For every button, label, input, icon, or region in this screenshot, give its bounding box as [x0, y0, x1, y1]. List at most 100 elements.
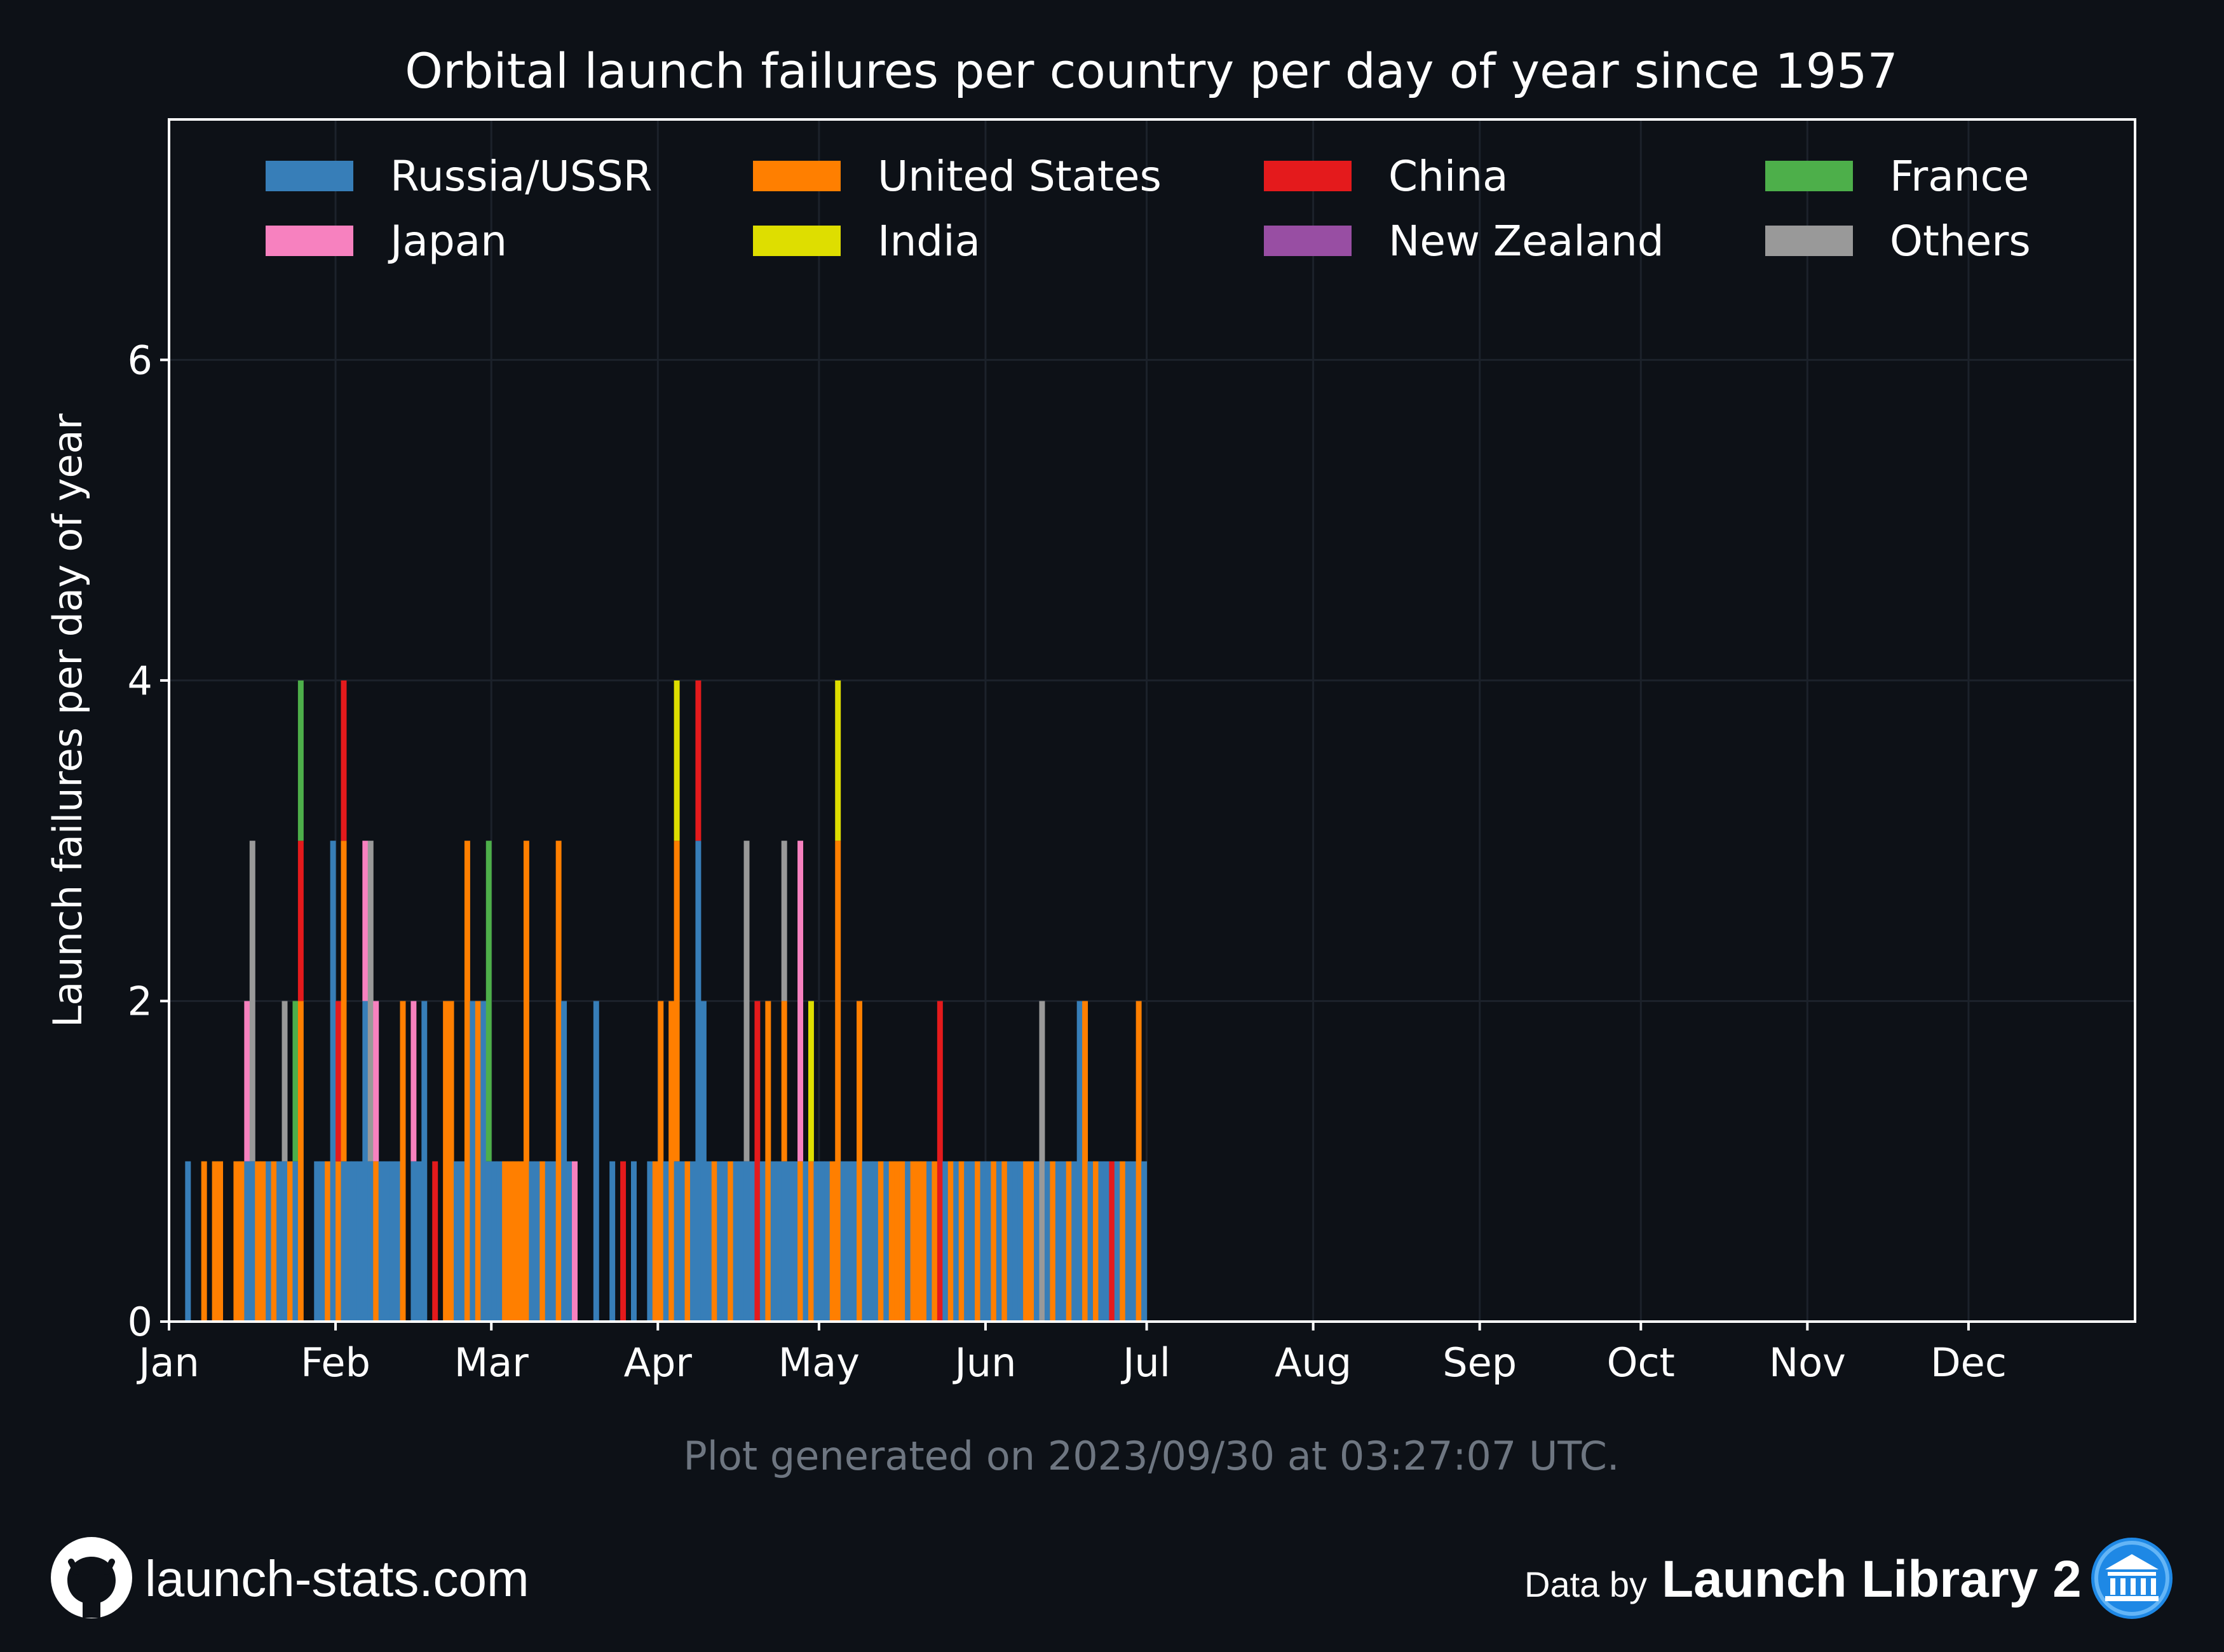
bar-segment-japan: [373, 1001, 379, 1161]
bar-segment-russia-ussr: [1007, 1161, 1013, 1322]
bar-segment-united-states: [878, 1161, 884, 1322]
bar-segment-united-states: [336, 1161, 342, 1322]
bar-segment-united-states: [287, 1161, 293, 1322]
bar-segment-russia-ussr: [722, 1161, 728, 1322]
bar-segment-united-states: [400, 1001, 406, 1322]
bar-segment-united-states: [991, 1161, 997, 1322]
bar-segment-russia-ussr: [818, 1161, 825, 1322]
bar-segment-united-states: [448, 1001, 454, 1322]
footer-provider[interactable]: Launch Library 2: [1662, 1550, 2082, 1608]
bar-segment-russia-ussr: [781, 1161, 787, 1322]
bar-segment-russia-ussr: [550, 1161, 557, 1322]
bar-segment-russia-ussr: [378, 1161, 384, 1322]
bar-segment-russia-ussr: [529, 1161, 535, 1322]
bar-segment-united-states: [910, 1161, 916, 1322]
x-tick-label: Oct: [1607, 1339, 1675, 1386]
x-tick-label: Sep: [1442, 1339, 1517, 1386]
bar-segment-russia-ussr: [985, 1161, 991, 1322]
bar-segment-united-states: [539, 1161, 546, 1322]
legend-swatch: [753, 161, 841, 191]
bar-segment-united-states: [857, 1001, 863, 1322]
bar-segment-russia-ussr: [1076, 1001, 1083, 1322]
bar-segment-russia-ussr: [749, 1161, 755, 1322]
bar-segment-russia-ussr: [1034, 1161, 1040, 1322]
legend-label: New Zealand: [1388, 217, 1664, 266]
x-tick-label: May: [778, 1339, 860, 1386]
bar-segment-russia-ussr: [421, 1001, 428, 1322]
bar-segment-russia-ussr: [545, 1161, 551, 1322]
bar-segment-united-states: [797, 1161, 804, 1322]
bar-segment-russia-ussr: [867, 1161, 873, 1322]
bar-segment-united-states: [255, 1161, 261, 1322]
bar-segment-united-states: [958, 1161, 965, 1322]
legend-swatch: [1264, 226, 1352, 256]
bar-segment-united-states: [1001, 1161, 1008, 1322]
bar-segment-russia-ussr: [356, 1161, 363, 1322]
bar-segment-russia-ussr: [384, 1161, 390, 1322]
bar-segment-russia-ussr: [410, 1161, 417, 1322]
bar-segment-russia-ussr: [1103, 1161, 1109, 1322]
bar-segment-united-states: [728, 1161, 734, 1322]
bar-segment-russia-ussr: [1141, 1161, 1148, 1322]
bar-segment-russia-ussr: [1114, 1161, 1120, 1322]
bar-segment-russia-ussr: [534, 1161, 540, 1322]
bar-segment-russia-ussr: [485, 1161, 492, 1322]
bar-segment-india: [674, 680, 680, 841]
bar-segment-russia-ussr: [292, 1161, 299, 1322]
bar-segment-russia-ussr: [695, 841, 702, 1322]
bar-segment-others: [249, 841, 255, 1161]
bar-segment-united-states: [260, 1161, 266, 1322]
bar-segment-russia-ussr: [249, 1161, 255, 1322]
bar-segment-russia-ussr: [454, 1161, 459, 1322]
bar-segment-russia-ussr: [1061, 1161, 1067, 1322]
bar-segment-russia-ussr: [281, 1161, 288, 1322]
bar-segment-japan: [410, 1001, 417, 1161]
bar-segment-russia-ussr: [700, 1001, 707, 1322]
bar-segment-united-states: [297, 1001, 304, 1322]
y-axis-label: Launch failures per day of year: [44, 413, 91, 1027]
x-tick-label: Jul: [1120, 1339, 1170, 1386]
bar-segment-united-states: [475, 1001, 481, 1322]
bar-segment-united-states: [684, 1161, 691, 1322]
launch-library-icon[interactable]: [2091, 1538, 2173, 1619]
legend-swatch: [266, 226, 353, 256]
bar-segment-france: [485, 841, 492, 1161]
legend-label: Russia/USSR: [390, 152, 652, 201]
bar-segment-russia-ussr: [631, 1161, 637, 1322]
bar-segment-united-states: [238, 1161, 245, 1322]
bar-segment-france: [297, 680, 304, 841]
bar-segment-united-states: [658, 1001, 664, 1322]
axis-ticks: 0 2 4 6 Jan Feb Mar Apr May Jun Jul Aug Sep Oct Nov Dec: [128, 337, 2007, 1386]
bar-segment-russia-ussr: [824, 1161, 831, 1322]
bar-segment-united-states: [674, 841, 680, 1161]
bar-segment-japan: [244, 1001, 250, 1161]
bar-segment-russia-ussr: [743, 1161, 750, 1322]
bar-segment-russia-ussr: [566, 1161, 573, 1322]
bar-segment-russia-ussr: [689, 1161, 696, 1322]
bar-segment-united-states: [668, 1001, 675, 1322]
bar-segment-russia-ussr: [1012, 1161, 1019, 1322]
bar-segment-united-states: [513, 1161, 519, 1322]
bar-segment-russia-ussr: [792, 1161, 798, 1322]
generated-note: Plot generated on 2023/09/30 at 03:27:07…: [683, 1433, 1619, 1479]
footer-site-link[interactable]: launch-stats.com: [145, 1550, 529, 1607]
bar-segment-china: [937, 1001, 943, 1322]
bar-segment-united-states: [341, 841, 347, 1161]
bar-segment-russia-ussr: [851, 1161, 857, 1322]
bar-segment-russia-ussr: [346, 1161, 352, 1322]
bar-segment-united-states: [808, 1161, 814, 1322]
legend-swatch: [266, 161, 353, 191]
github-icon[interactable]: [51, 1537, 132, 1618]
bar-segment-united-states: [373, 1161, 379, 1322]
legend-label: Others: [1890, 217, 2031, 266]
bar-segment-united-states: [443, 1001, 449, 1322]
bar-segment-japan: [362, 841, 369, 1001]
bar-segment-china: [336, 1001, 342, 1161]
bar-segment-russia-ussr: [980, 1161, 986, 1322]
y-tick-label: 2: [128, 978, 153, 1024]
bar-segment-united-states: [518, 1161, 524, 1322]
bar-segment-others: [743, 841, 750, 1161]
bar-segment-united-states: [1066, 1161, 1072, 1322]
bar-segment-united-states: [888, 1161, 895, 1322]
legend-swatch: [1765, 226, 1853, 256]
